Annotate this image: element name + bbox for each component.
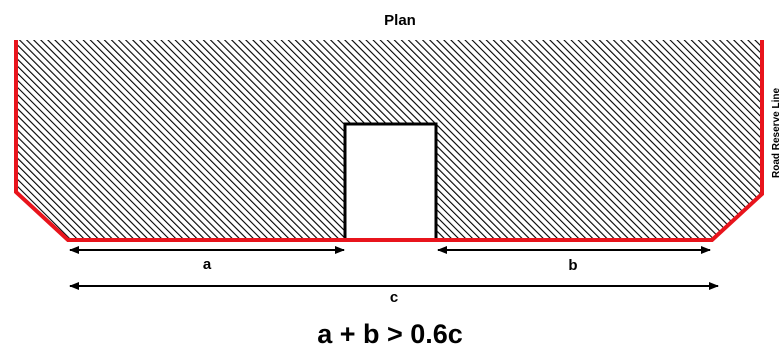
road-reserve-boundary: [14, 40, 764, 242]
dimension-a-label: a: [203, 256, 212, 273]
dimension-c-label: c: [390, 289, 398, 306]
diagram-title: Plan: [384, 12, 416, 29]
formula-text: a + b > 0.6c: [317, 319, 463, 349]
dimension-b-label: b: [568, 257, 577, 274]
building-outline: [343, 122, 438, 240]
hatched-site-area: [16, 40, 762, 238]
road-reserve-line-label: Road Reserve Line: [771, 88, 782, 178]
